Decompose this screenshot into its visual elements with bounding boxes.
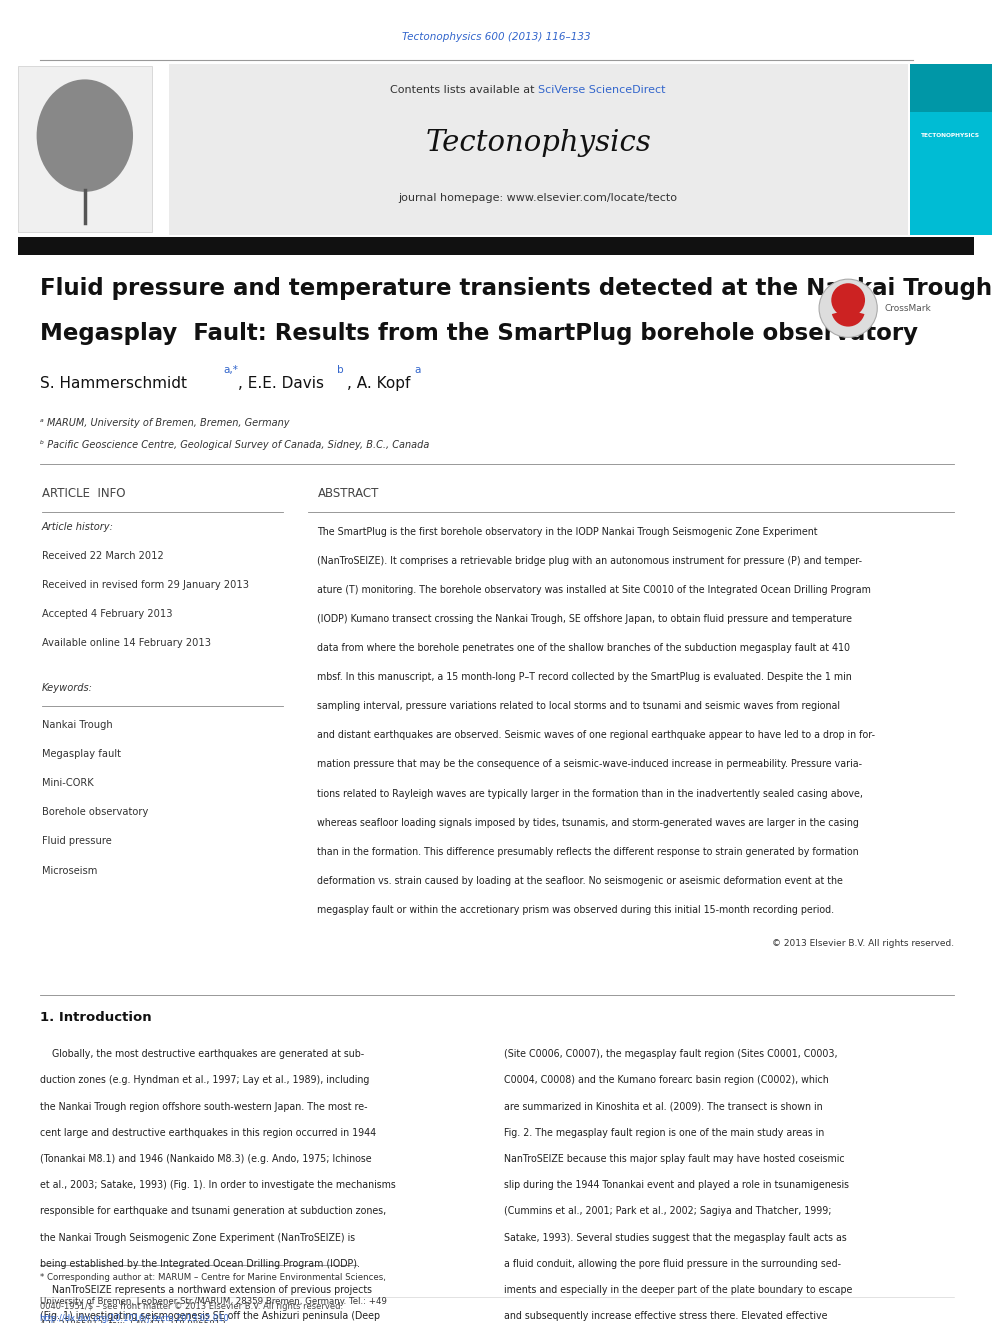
Text: , A. Kopf: , A. Kopf [347,376,411,392]
Text: ARTICLE  INFO: ARTICLE INFO [42,487,125,500]
Text: ELSEVIER: ELSEVIER [54,242,116,255]
Text: Received in revised form 29 January 2013: Received in revised form 29 January 2013 [42,579,249,590]
Text: megasplay fault or within the accretionary prism was observed during this initia: megasplay fault or within the accretiona… [317,905,834,916]
Bar [910,64,992,111]
Text: Keywords:: Keywords: [42,683,92,693]
Text: (Tonankai M8.1) and 1946 (Nankaido M8.3) (e.g. Ando, 1975; Ichinose: (Tonankai M8.1) and 1946 (Nankaido M8.3)… [40,1154,371,1164]
Text: http://dx.doi.org/10.1016/j.tecto.2013.02.010: http://dx.doi.org/10.1016/j.tecto.2013.0… [40,1314,229,1323]
Text: (Cummins et al., 2001; Park et al., 2002; Sagiya and Thatcher, 1999;: (Cummins et al., 2001; Park et al., 2002… [504,1207,831,1216]
Text: University of Bremen, Leobener Str./MARUM, 28359 Bremen, Germany. Tel.: +49: University of Bremen, Leobener Str./MARU… [40,1297,387,1306]
Text: * Corresponding author at: MARUM – Centre for Marine Environmental Sciences,: * Corresponding author at: MARUM – Centr… [40,1273,386,1282]
Text: data from where the borehole penetrates one of the shallow branches of the subdu: data from where the borehole penetrates … [317,643,850,654]
Text: a: a [415,365,421,376]
Text: a fluid conduit, allowing the pore fluid pressure in the surrounding sed-: a fluid conduit, allowing the pore fluid… [504,1258,841,1269]
Text: journal homepage: www.elsevier.com/locate/tecto: journal homepage: www.elsevier.com/locat… [399,193,678,204]
Text: ᵇ Pacific Geoscience Centre, Geological Survey of Canada, Sidney, B.C., Canada: ᵇ Pacific Geoscience Centre, Geological … [40,439,430,450]
Text: whereas seafloor loading signals imposed by tides, tsunamis, and storm-generated: whereas seafloor loading signals imposed… [317,818,859,828]
Text: and subsequently increase effective stress there. Elevated effective: and subsequently increase effective stre… [504,1311,827,1322]
Text: Fig. 2. The megasplay fault region is one of the main study areas in: Fig. 2. The megasplay fault region is on… [504,1127,824,1138]
Text: SciVerse ScienceDirect: SciVerse ScienceDirect [539,85,666,95]
Wedge shape [832,310,864,327]
Text: Megasplay fault: Megasplay fault [42,749,121,759]
Text: sampling interval, pressure variations related to local storms and to tsunami an: sampling interval, pressure variations r… [317,701,840,712]
Text: TECTONOPHYSICS: TECTONOPHYSICS [922,134,980,138]
Text: 1. Introduction: 1. Introduction [40,1011,152,1024]
Bar [18,66,152,232]
Text: the Nankai Trough region offshore south-western Japan. The most re-: the Nankai Trough region offshore south-… [40,1102,367,1111]
Text: et al., 2003; Satake, 1993) (Fig. 1). In order to investigate the mechanisms: et al., 2003; Satake, 1993) (Fig. 1). In… [40,1180,396,1191]
Text: (IODP) Kumano transect crossing the Nankai Trough, SE offshore Japan, to obtain : (IODP) Kumano transect crossing the Nank… [317,614,852,624]
Text: C0004, C0008) and the Kumano forearc basin region (C0002), which: C0004, C0008) and the Kumano forearc bas… [504,1076,828,1085]
Text: slip during the 1944 Tonankai event and played a role in tsunamigenesis: slip during the 1944 Tonankai event and … [504,1180,849,1191]
Text: CrossMark: CrossMark [885,304,931,312]
Text: NanTroSEIZE represents a northward extension of previous projects: NanTroSEIZE represents a northward exten… [40,1285,372,1295]
Text: Mini-CORK: Mini-CORK [42,778,93,789]
Circle shape [831,283,865,318]
Text: Tectonophysics: Tectonophysics [426,128,651,157]
Text: The SmartPlug is the first borehole observatory in the IODP Nankai Trough Seismo: The SmartPlug is the first borehole obse… [317,527,818,537]
Text: tions related to Rayleigh waves are typically larger in the formation than in th: tions related to Rayleigh waves are typi… [317,789,863,799]
Text: the Nankai Trough Seismogenic Zone Experiment (NanTroSEIZE) is: the Nankai Trough Seismogenic Zone Exper… [40,1233,355,1242]
Text: cent large and destructive earthquakes in this region occurred in 1944: cent large and destructive earthquakes i… [40,1127,376,1138]
Text: deformation vs. strain caused by loading at the seafloor. No seismogenic or asei: deformation vs. strain caused by loading… [317,876,843,886]
Text: S. Hammerschmidt: S. Hammerschmidt [40,376,191,392]
Text: , E.E. Davis: , E.E. Davis [238,376,329,392]
Text: Globally, the most destructive earthquakes are generated at sub-: Globally, the most destructive earthquak… [40,1049,364,1060]
Text: 0040-1951/$ – see front matter © 2013 Elsevier B.V. All rights reserved.: 0040-1951/$ – see front matter © 2013 El… [40,1302,343,1311]
Text: mbsf. In this manuscript, a 15 month-long P–T record collected by the SmartPlug : mbsf. In this manuscript, a 15 month-lon… [317,672,852,683]
Text: duction zones (e.g. Hyndman et al., 1997; Lay et al., 1989), including: duction zones (e.g. Hyndman et al., 1997… [40,1076,369,1085]
Text: ᵃ MARUM, University of Bremen, Bremen, Germany: ᵃ MARUM, University of Bremen, Bremen, G… [40,418,290,429]
Text: are summarized in Kinoshita et al. (2009). The transect is shown in: are summarized in Kinoshita et al. (2009… [504,1102,822,1111]
Text: NanTroSEIZE because this major splay fault may have hosted coseismic: NanTroSEIZE because this major splay fau… [504,1154,844,1164]
Text: Available online 14 February 2013: Available online 14 February 2013 [42,638,210,648]
Ellipse shape [37,79,133,192]
Text: a,*: a,* [223,365,238,376]
Text: ABSTRACT: ABSTRACT [317,487,379,500]
Text: © 2013 Elsevier B.V. All rights reserved.: © 2013 Elsevier B.V. All rights reserved… [772,939,954,949]
Text: than in the formation. This difference presumably reflects the different respons: than in the formation. This difference p… [317,847,859,857]
Text: Borehole observatory: Borehole observatory [42,807,148,818]
Text: responsible for earthquake and tsunami generation at subduction zones,: responsible for earthquake and tsunami g… [40,1207,386,1216]
Text: iments and especially in the deeper part of the plate boundary to escape: iments and especially in the deeper part… [504,1285,852,1295]
Text: ature (T) monitoring. The borehole observatory was installed at Site C0010 of th: ature (T) monitoring. The borehole obser… [317,585,871,595]
Text: 421 21865812; fax: +49 421 218 9865812.: 421 21865812; fax: +49 421 218 9865812. [40,1320,228,1323]
Text: Tectonophysics 600 (2013) 116–133: Tectonophysics 600 (2013) 116–133 [402,32,590,42]
Text: Megasplay  Fault: Results from the SmartPlug borehole observatory: Megasplay Fault: Results from the SmartP… [40,321,918,345]
Text: (Fig. 1) investigating seismogenesis SE off the Ashizuri peninsula (Deep: (Fig. 1) investigating seismogenesis SE … [40,1311,380,1322]
Text: Microseism: Microseism [42,865,97,876]
Text: Received 22 March 2012: Received 22 March 2012 [42,550,164,561]
Text: Fluid pressure and temperature transients detected at the Nankai Trough: Fluid pressure and temperature transient… [40,277,992,300]
Text: Fluid pressure: Fluid pressure [42,836,111,847]
Text: Accepted 4 February 2013: Accepted 4 February 2013 [42,609,173,619]
Bar [18,237,974,255]
Circle shape [819,279,877,337]
Text: (Site C0006, C0007), the megasplay fault region (Sites C0001, C0003,: (Site C0006, C0007), the megasplay fault… [504,1049,837,1060]
Text: being established by the Integrated Ocean Drilling Program (IODP).: being established by the Integrated Ocea… [40,1258,360,1269]
Text: Contents lists available at: Contents lists available at [390,85,539,95]
Text: and distant earthquakes are observed. Seismic waves of one regional earthquake a: and distant earthquakes are observed. Se… [317,730,876,741]
Text: mation pressure that may be the consequence of a seismic-wave-induced increase i: mation pressure that may be the conseque… [317,759,862,770]
Text: Article history:: Article history: [42,521,114,532]
Text: (NanTroSEIZE). It comprises a retrievable bridge plug with an autonomous instrum: (NanTroSEIZE). It comprises a retrievabl… [317,556,862,566]
Bar [169,64,908,235]
Text: Satake, 1993). Several studies suggest that the megasplay fault acts as: Satake, 1993). Several studies suggest t… [504,1233,847,1242]
Bar [910,64,992,235]
Text: Nankai Trough: Nankai Trough [42,720,112,730]
Text: b: b [337,365,344,376]
